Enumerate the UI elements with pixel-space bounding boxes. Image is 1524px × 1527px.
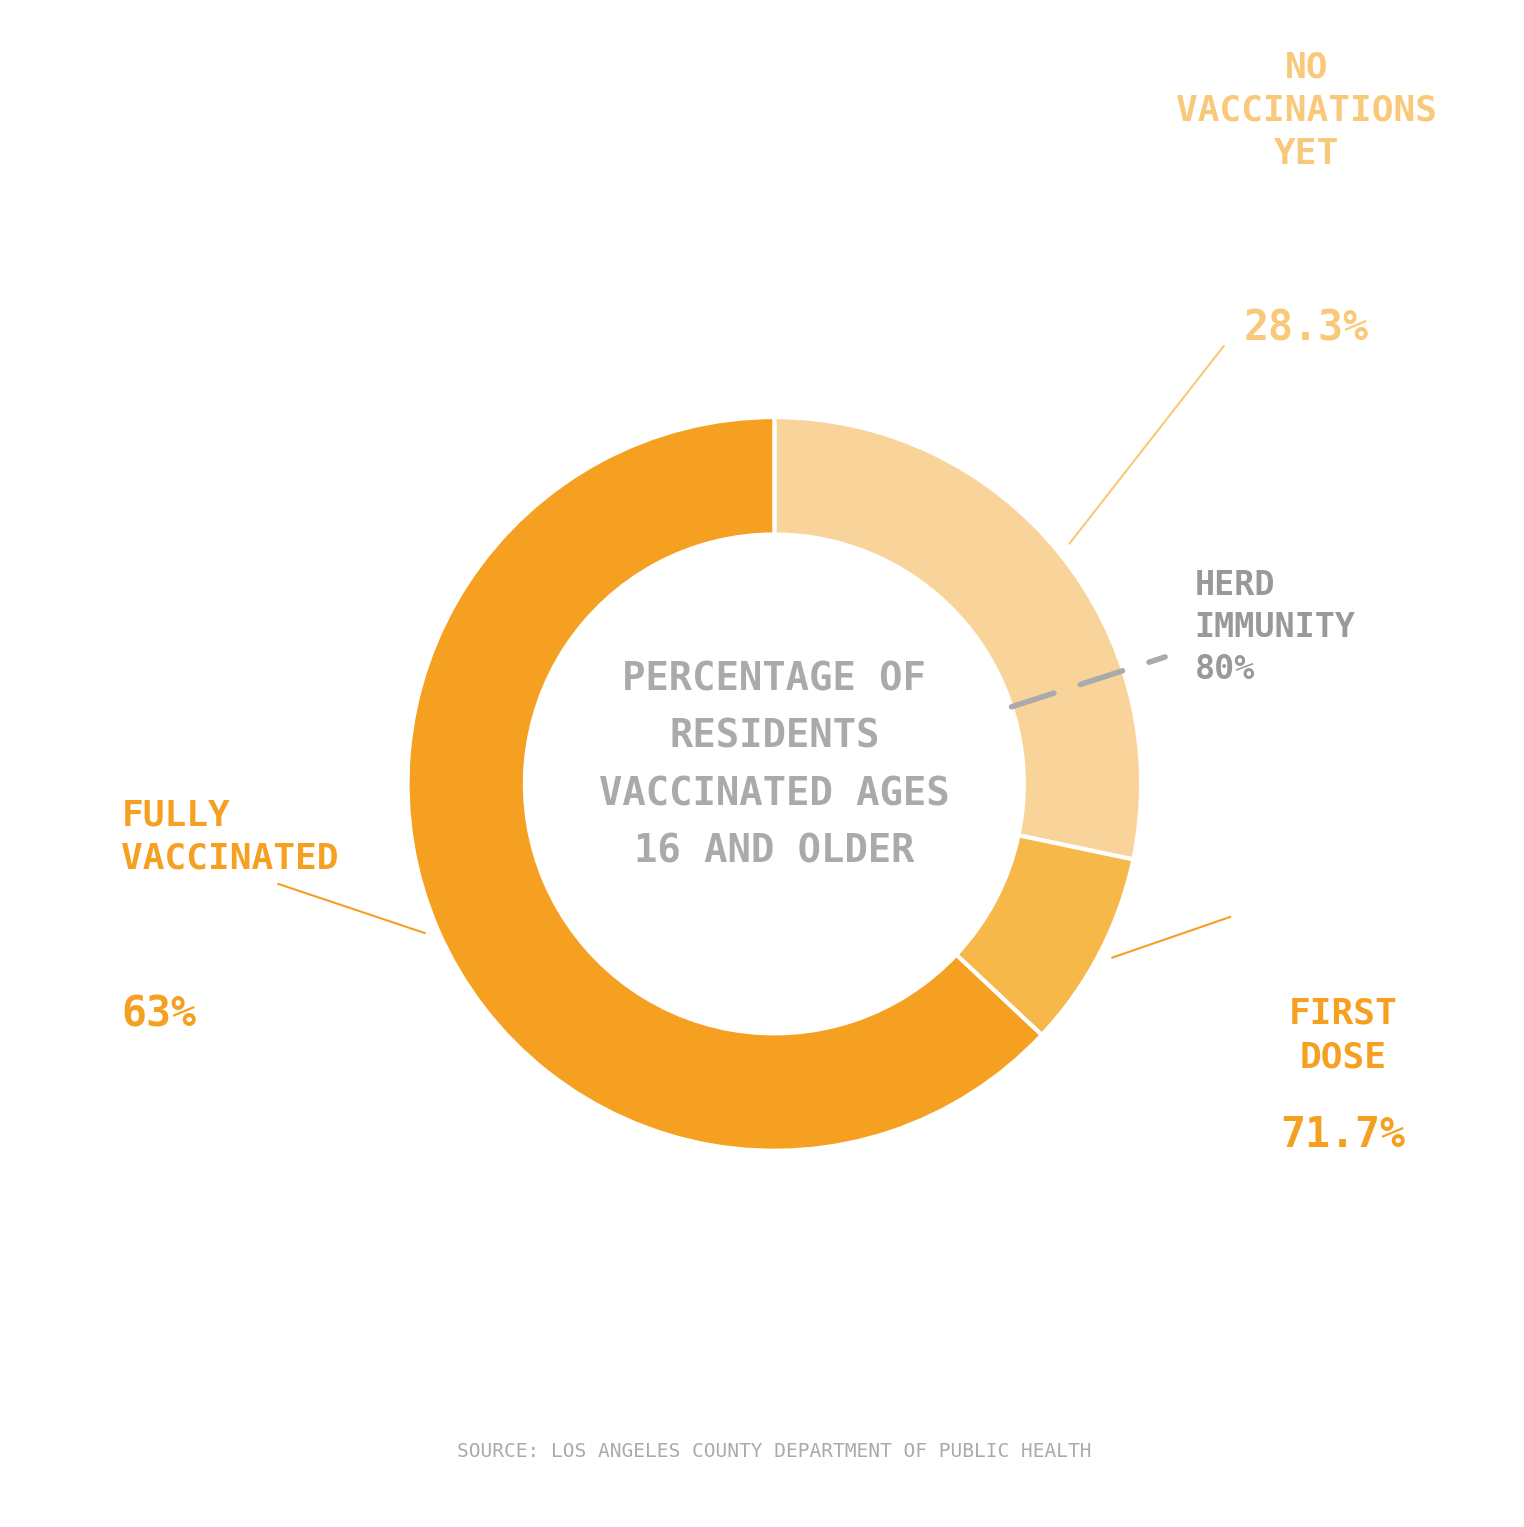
Text: 71.7%: 71.7% [1280,1115,1405,1156]
Text: 63%: 63% [122,993,197,1035]
Wedge shape [774,417,1141,860]
Text: FIRST
DOSE: FIRST DOSE [1289,997,1398,1073]
Text: HERD
IMMUNITY
80%: HERD IMMUNITY 80% [1195,570,1355,686]
Text: SOURCE: LOS ANGELES COUNTY DEPARTMENT OF PUBLIC HEALTH: SOURCE: LOS ANGELES COUNTY DEPARTMENT OF… [457,1441,1091,1461]
Text: FULLY
VACCINATED: FULLY VACCINATED [122,799,338,875]
Text: NO
VACCINATIONS
YET: NO VACCINATIONS YET [1177,50,1437,171]
Text: PERCENTAGE OF
RESIDENTS
VACCINATED AGES
16 AND OLDER: PERCENTAGE OF RESIDENTS VACCINATED AGES … [599,660,949,870]
Text: 28.3%: 28.3% [1244,307,1369,350]
Wedge shape [956,835,1134,1035]
Wedge shape [407,417,1042,1151]
